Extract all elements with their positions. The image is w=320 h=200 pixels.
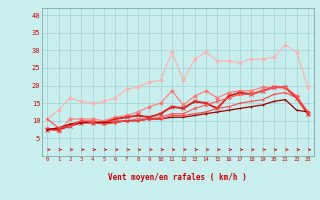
X-axis label: Vent moyen/en rafales ( km/h ): Vent moyen/en rafales ( km/h ) [108, 173, 247, 182]
